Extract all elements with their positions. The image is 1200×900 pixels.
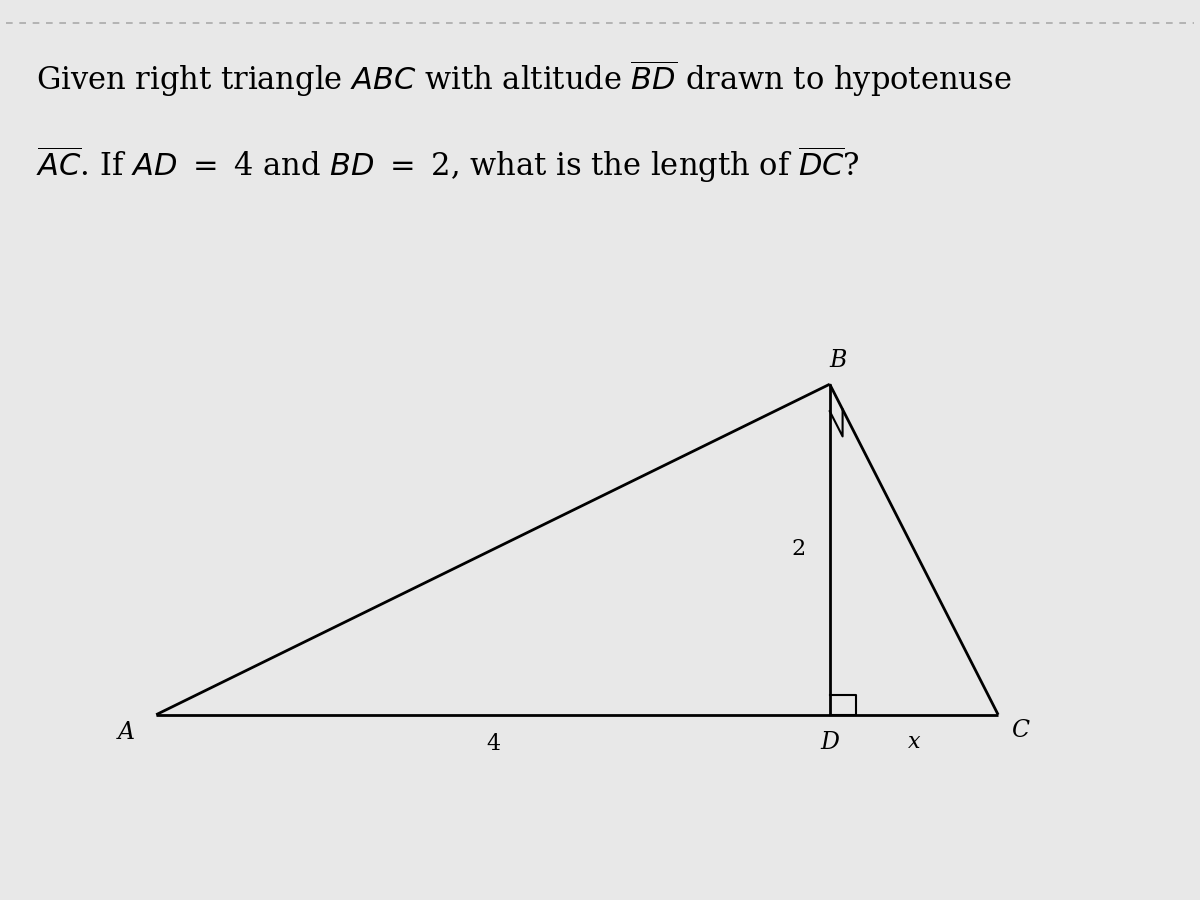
Text: Given right triangle $\mathit{ABC}$ with altitude $\overline{\mathit{BD}}$ drawn: Given right triangle $\mathit{ABC}$ with…: [36, 58, 1012, 99]
Text: D: D: [821, 731, 839, 753]
Text: x: x: [907, 731, 920, 752]
Text: 2: 2: [792, 538, 806, 561]
Text: $\overline{\mathit{AC}}$. If $\mathit{AD}$ $=$ 4 and $\mathit{BD}$ $=$ 2, what i: $\overline{\mathit{AC}}$. If $\mathit{AD…: [36, 144, 860, 184]
Text: C: C: [1012, 718, 1030, 742]
Text: A: A: [118, 721, 136, 743]
Text: 4: 4: [486, 733, 500, 754]
Text: B: B: [829, 349, 846, 373]
